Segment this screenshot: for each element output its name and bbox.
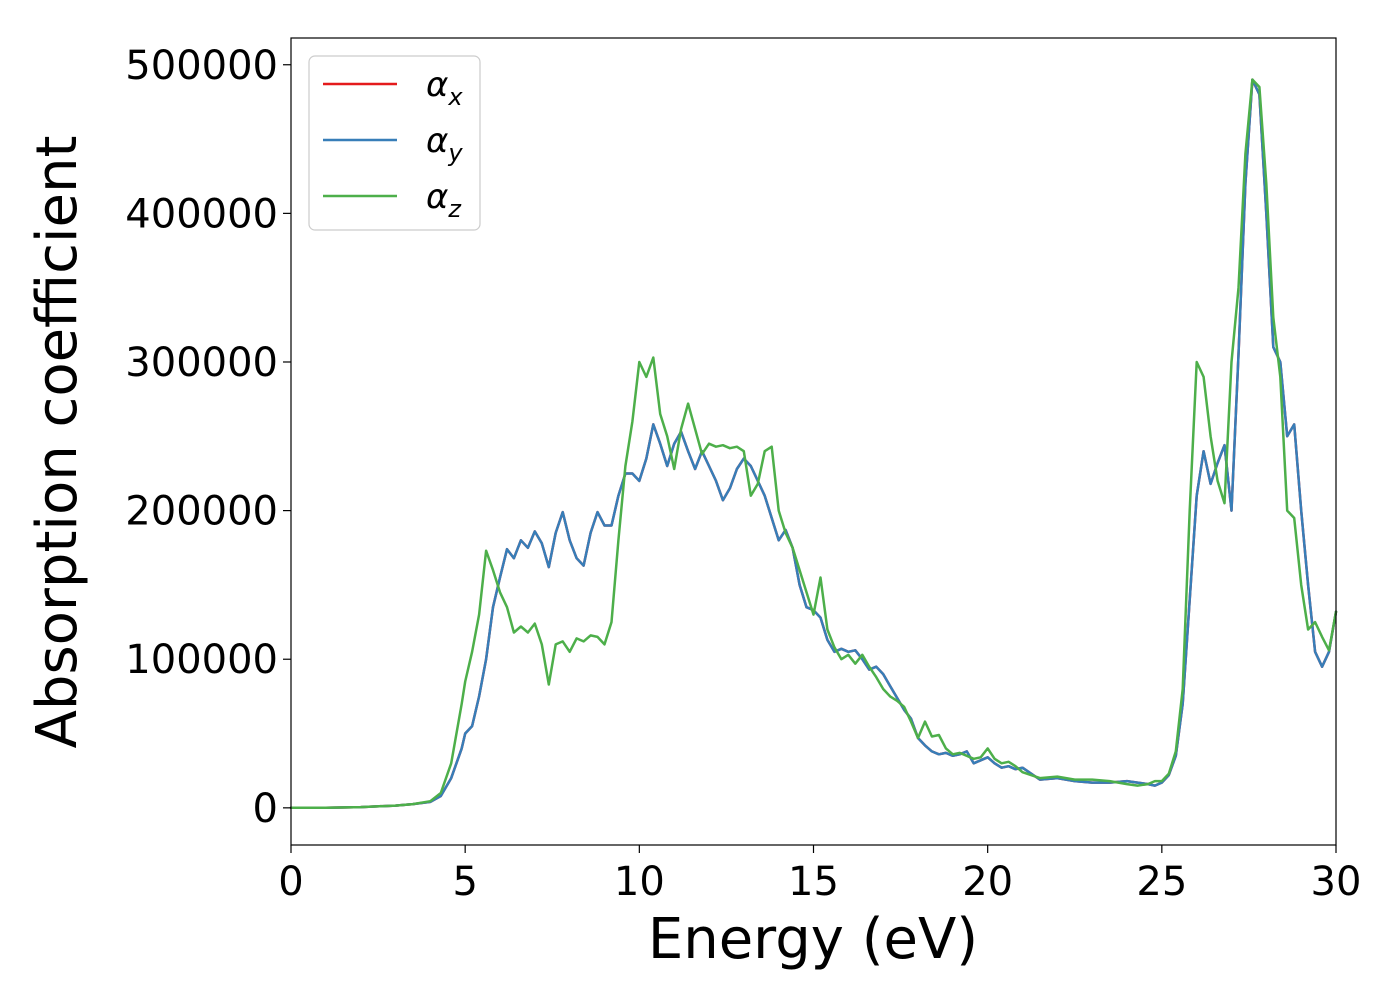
x-tick-label: 5 [452,859,477,905]
legend-subscript: z [447,195,462,223]
x-tick-label: 30 [1311,859,1362,905]
series-line-y [289,78,1338,810]
x-axis-label: Energy (eV) [648,907,978,972]
y-axis: 0 100000 200000 300000 400000 500000 [125,43,291,832]
legend-symbol: α [426,177,448,217]
x-tick-label: 20 [962,859,1013,905]
legend-symbol: α [426,121,448,161]
x-axis: 0 5 10 15 20 25 30 [278,845,1361,905]
legend-subscript: x [447,83,463,111]
y-tick-label: 0 [253,786,278,832]
legend-subscript: y [447,139,463,167]
y-tick-label: 100000 [125,637,278,683]
legend-label-z: αz [426,177,462,223]
y-tick-label: 500000 [125,43,278,89]
y-tick-label: 300000 [125,340,278,386]
x-tick-label: 10 [614,859,665,905]
legend-label-x: αx [426,65,463,111]
y-tick-label: 400000 [125,191,278,237]
y-axis-label: Absorption coefficient [25,136,90,749]
series-line-z [289,78,1338,810]
legend-box [308,55,481,231]
y-tick-label: 200000 [125,489,278,535]
legend-label-y: αy [426,121,463,167]
legend-symbol: α [426,65,448,105]
x-tick-label: 25 [1136,859,1187,905]
x-tick-label: 15 [788,859,839,905]
plot-lines [289,78,1338,810]
x-tick-label: 0 [278,859,303,905]
